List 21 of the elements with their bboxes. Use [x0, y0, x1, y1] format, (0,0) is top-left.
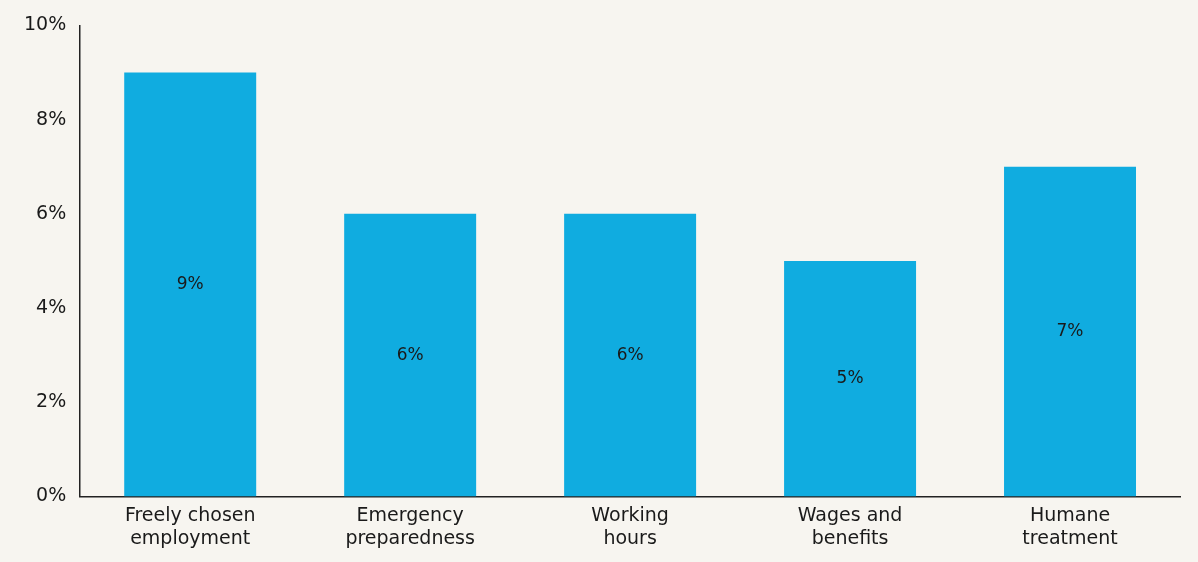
bar: [124, 72, 257, 497]
y-tick-label: 2%: [36, 389, 67, 412]
bar: [344, 213, 477, 497]
x-tick-label: Working hours: [591, 502, 669, 548]
data-label: 6%: [616, 343, 644, 364]
y-tick-label: 4%: [36, 294, 67, 317]
data-label: 9%: [176, 272, 204, 293]
x-tick-label: Emergency preparedness: [345, 502, 475, 548]
bar: [564, 213, 697, 497]
data-label: 6%: [396, 343, 424, 364]
x-tick-label: Wages and benefits: [797, 502, 903, 548]
data-label: 5%: [836, 367, 864, 388]
bar: [784, 260, 917, 497]
y-tick-label: 0%: [36, 483, 67, 506]
bar: [1004, 166, 1137, 497]
data-label: 7%: [1056, 319, 1084, 340]
y-tick-label: 10%: [24, 12, 67, 35]
y-tick-label: 6%: [36, 200, 67, 223]
x-tick-label: Humane treatment: [1022, 502, 1118, 548]
y-tick-label: 8%: [36, 106, 67, 129]
x-tick-label: Freely chosen employment: [124, 502, 256, 548]
